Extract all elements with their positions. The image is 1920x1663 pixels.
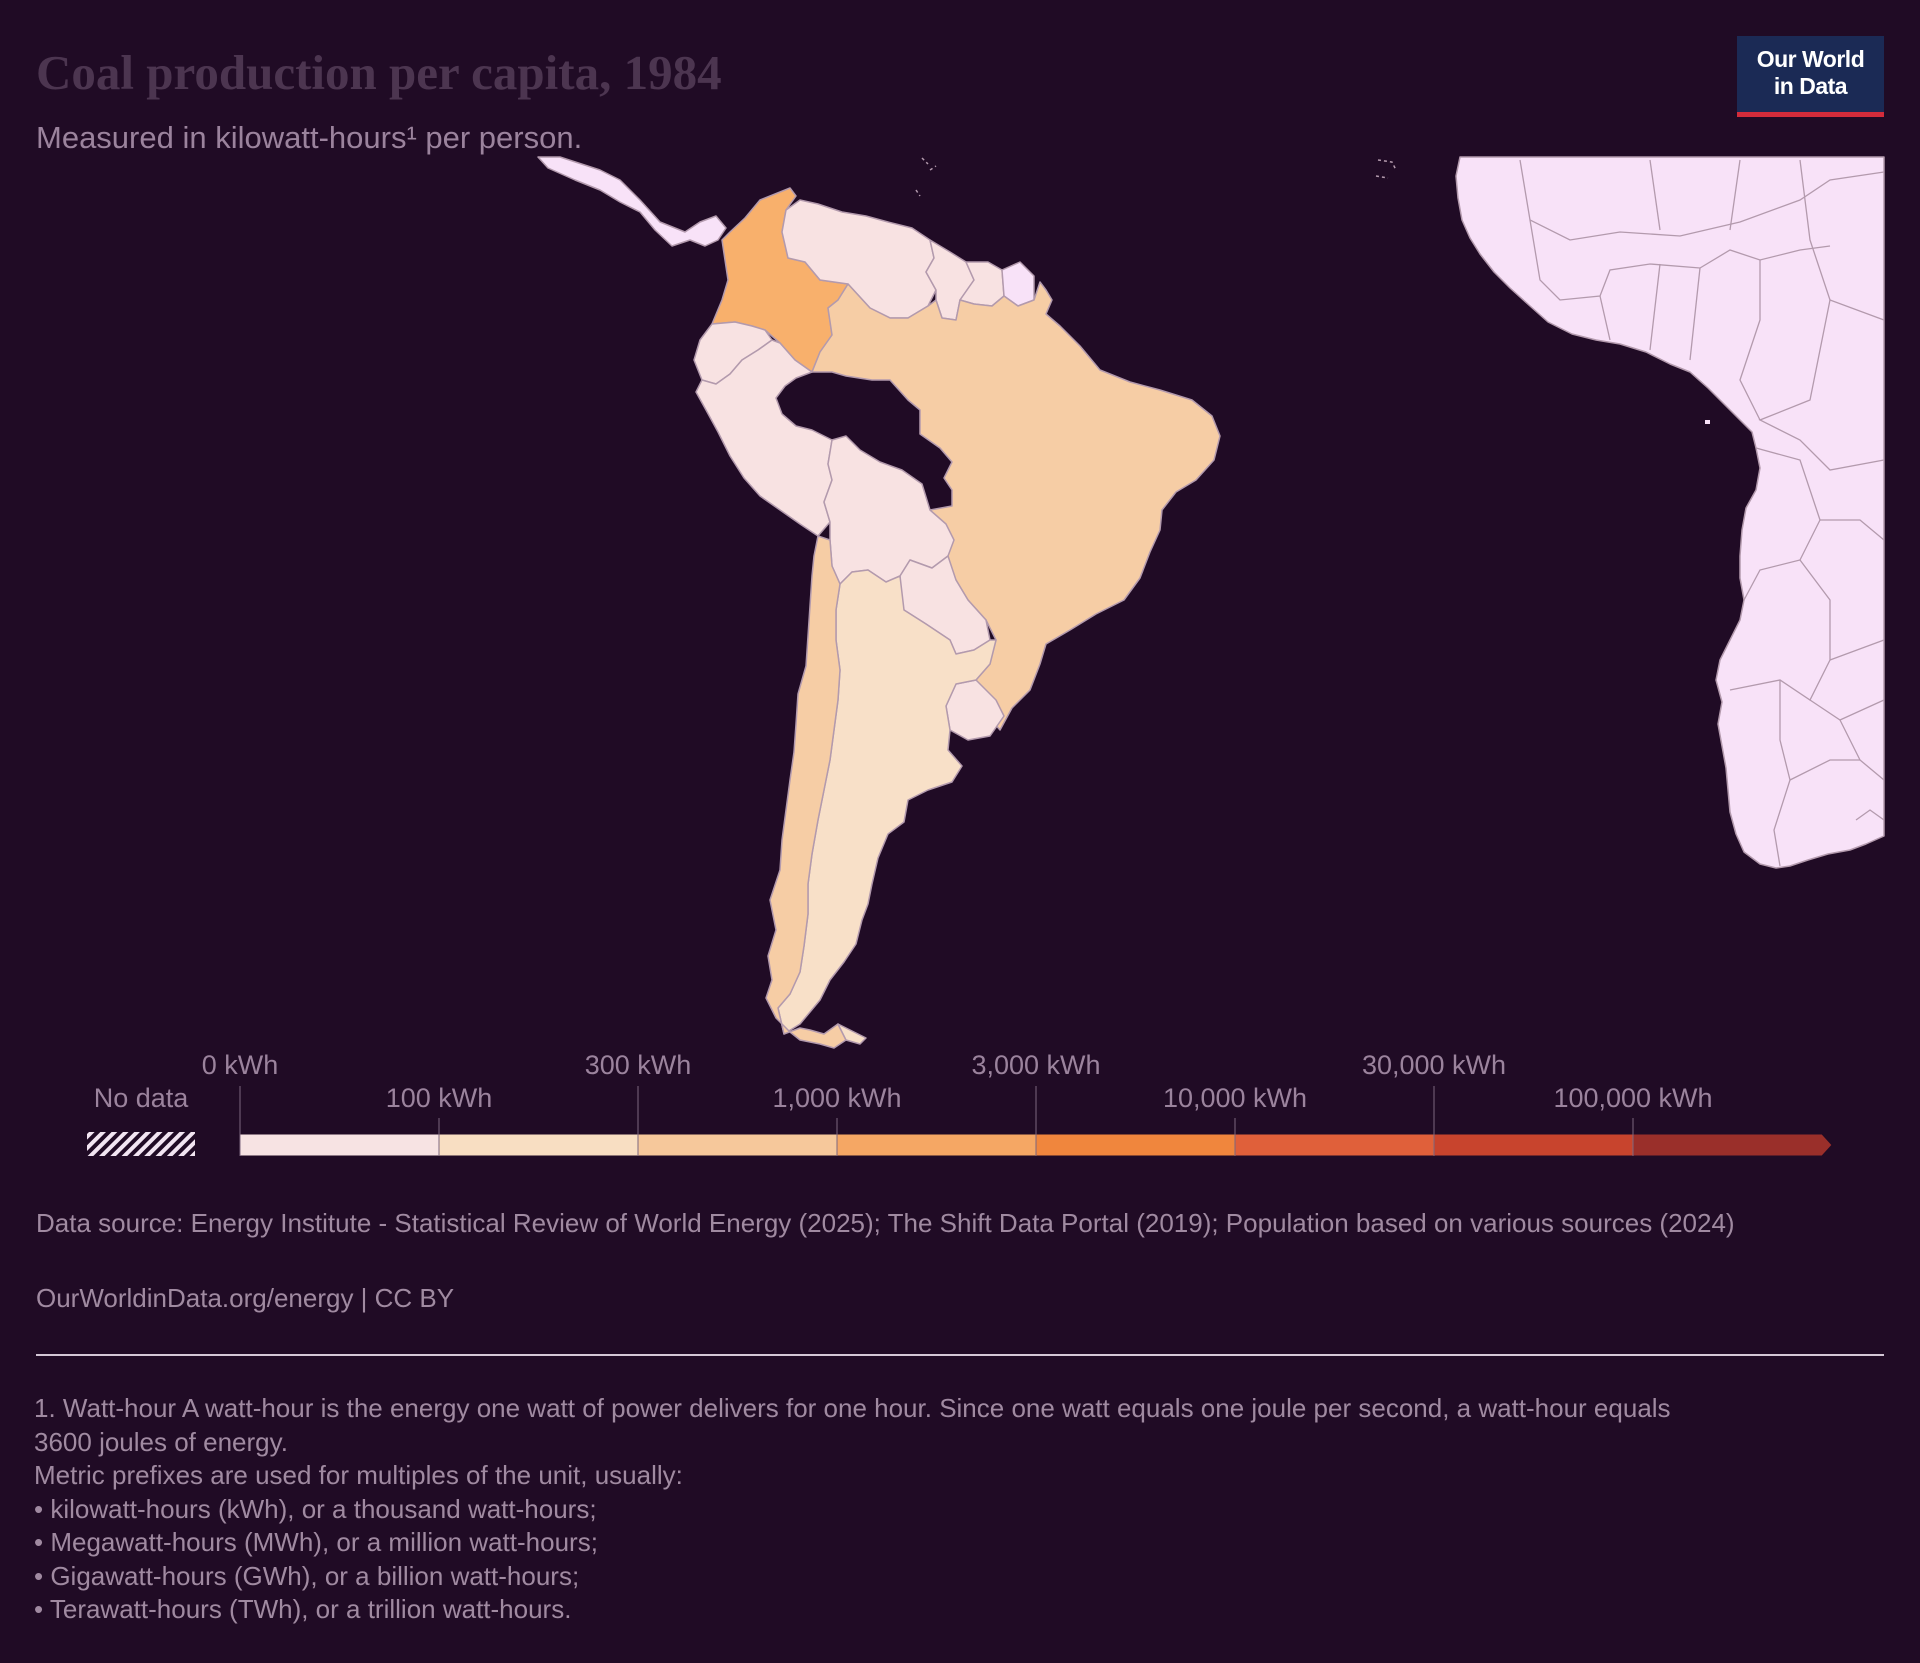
country-brazil[interactable] <box>811 281 1221 731</box>
footnote-line: Metric prefixes are used for multiples o… <box>34 1460 683 1490</box>
footer-divider <box>36 1354 1884 1356</box>
legend-bin[interactable] <box>836 1133 1037 1157</box>
chart-subtitle: Measured in kilowatt-hours¹ per person. <box>36 120 583 155</box>
legend-bin[interactable] <box>1234 1133 1435 1157</box>
legend-no-data-label: No data <box>94 1083 190 1113</box>
legend-bin[interactable] <box>1035 1133 1236 1157</box>
legend-bin[interactable] <box>239 1133 440 1157</box>
country-africa-west[interactable] <box>1455 156 1885 869</box>
legend-bin[interactable] <box>438 1133 639 1157</box>
legend-labels: 0 kWh 300 kWh 3,000 kWh 30,000 kWh 100 kWh 1,… <box>202 1050 1713 1156</box>
footnote-line: 3600 joules of energy. <box>34 1426 288 1457</box>
island-cape-verde <box>1375 159 1397 179</box>
legend-tick-label: 100,000 kWh <box>1553 1083 1712 1113</box>
legend-tick-label: 0 kWh <box>202 1050 279 1080</box>
chart-title: Coal production per capita, 1984 <box>36 45 722 100</box>
legend-tick-label: 300 kWh <box>585 1050 692 1080</box>
footnote-line: • kilowatt-hours (kWh), or a thousand wa… <box>34 1493 597 1524</box>
source-url[interactable]: OurWorldinData.org/energy | CC BY <box>36 1283 455 1313</box>
legend-tick-label: 100 kWh <box>386 1083 493 1113</box>
footnote-line: • Gigawatt-hours (GWh), or a billion wat… <box>34 1560 580 1591</box>
color-legend: No data 0 kWh 300 kWh 3,000 kWh 30,000 kWh 1… <box>87 1050 1833 1157</box>
island-sao-tome <box>1705 420 1710 424</box>
country-argentina-tdf[interactable] <box>837 1023 867 1045</box>
legend-bins <box>239 1133 1833 1157</box>
legend-tick-label: 3,000 kWh <box>971 1050 1100 1080</box>
island-caribbean <box>915 157 937 197</box>
footnote: 1. Watt-hour A watt-hour is the energy o… <box>34 1392 1884 1627</box>
choropleth-map <box>537 156 1885 1049</box>
legend-bin[interactable] <box>1632 1133 1833 1157</box>
data-source: Data source: Energy Institute - Statisti… <box>36 1208 1735 1238</box>
legend-bin[interactable] <box>637 1133 838 1157</box>
footnote-line: • Terawatt-hours (TWh), or a trillion wa… <box>34 1594 572 1624</box>
legend-bin[interactable] <box>1433 1133 1634 1157</box>
legend-tick-label: 1,000 kWh <box>772 1083 901 1113</box>
legend-no-data-swatch[interactable] <box>87 1132 195 1156</box>
country-central-america[interactable] <box>537 156 727 247</box>
country-peru[interactable] <box>695 339 833 537</box>
legend-tick-label: 10,000 kWh <box>1163 1083 1307 1113</box>
logo-line-2: in Data <box>1773 73 1848 99</box>
owid-logo[interactable]: Our World in Data <box>1737 36 1884 117</box>
logo-line-1: Our World <box>1756 46 1865 72</box>
footnote-line: 1. Watt-hour A watt-hour is the energy o… <box>34 1393 1671 1423</box>
legend-tick-label: 30,000 kWh <box>1362 1050 1506 1080</box>
footnote-line: • Megawatt-hours (MWh), or a million wat… <box>34 1527 598 1557</box>
